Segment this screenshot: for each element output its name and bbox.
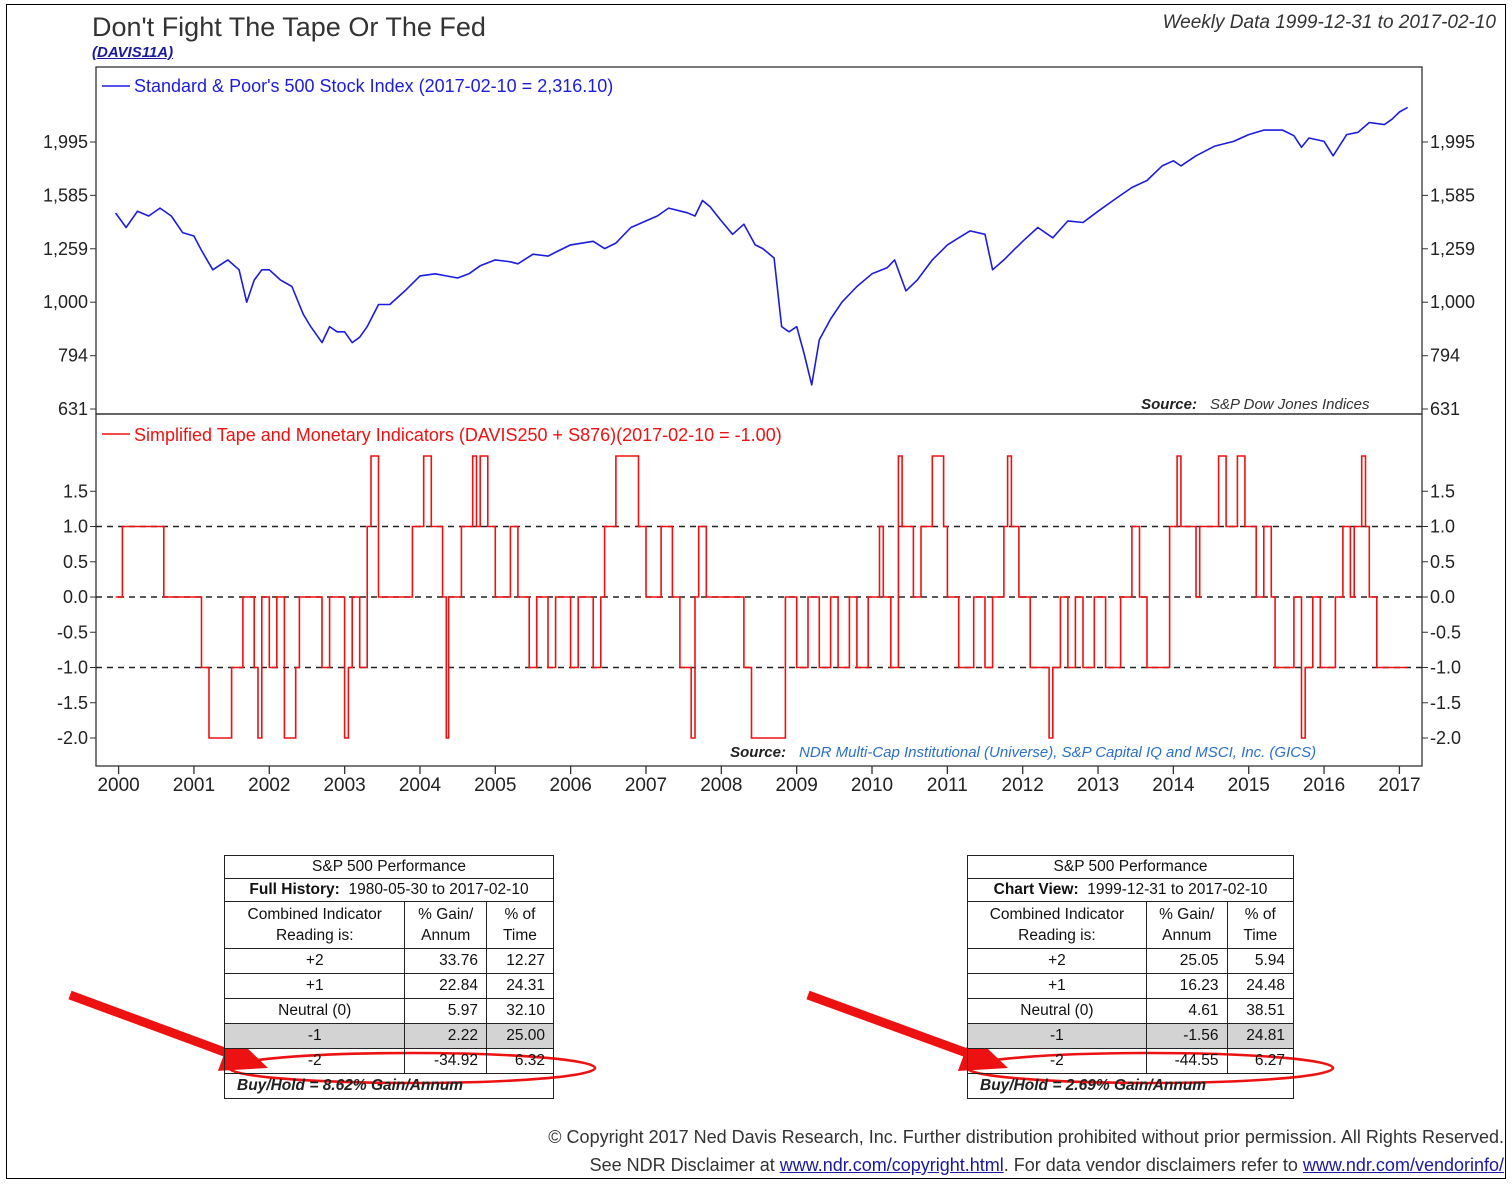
y-tick-label-left: 1.0 bbox=[63, 517, 88, 537]
y-tick-label-right: -2.0 bbox=[1430, 728, 1461, 748]
x-tick-label: 2005 bbox=[474, 775, 516, 796]
y-tick-label-left: -2.0 bbox=[57, 728, 88, 748]
column-header-reading: Combined Indicator Reading is: bbox=[223, 901, 406, 949]
table-row-highlighted: -1 -1.56 24.81 bbox=[967, 1023, 1295, 1049]
table-row: Neutral (0) 5.97 32.10 bbox=[223, 998, 555, 1024]
y-tick-label-left: -1.0 bbox=[57, 658, 88, 678]
y-tick-label-right: 1,000 bbox=[1430, 292, 1475, 312]
table-title: S&P 500 Performance bbox=[967, 855, 1294, 879]
copyright-link[interactable]: www.ndr.com/copyright.html bbox=[779, 1155, 1004, 1175]
x-tick-label: 2000 bbox=[97, 775, 139, 796]
vendor-info-link[interactable]: www.ndr.com/vendorinfo/ bbox=[1302, 1155, 1504, 1175]
x-tick-label: 2015 bbox=[1228, 775, 1270, 796]
table-row: -2 -34.92 6.32 bbox=[223, 1048, 555, 1074]
y-tick-label-left: 1,585 bbox=[43, 185, 88, 205]
disclaimer-notice: See NDR Disclaimer at www.ndr.com/copyri… bbox=[589, 1155, 1504, 1175]
x-tick-label: 2012 bbox=[1002, 775, 1044, 796]
x-tick-label: 2001 bbox=[173, 775, 215, 796]
y-tick-label-left: 1,259 bbox=[43, 239, 88, 259]
x-tick-label: 2009 bbox=[776, 775, 818, 796]
y-tick-label-right: -1.5 bbox=[1430, 693, 1461, 713]
x-tick-label: 2011 bbox=[927, 775, 968, 796]
indicator-legend-label: Simplified Tape and Monetary Indicators … bbox=[134, 425, 782, 445]
copyright-notice: © Copyright 2017 Ned Davis Research, Inc… bbox=[548, 1127, 1504, 1147]
y-tick-label-right: 794 bbox=[1430, 346, 1460, 366]
table-subtitle: Full History: 1980-05-30 to 2017-02-10 bbox=[224, 878, 554, 902]
x-tick-label: 2013 bbox=[1077, 775, 1119, 796]
table-subtitle: Chart View: 1999-12-31 to 2017-02-10 bbox=[967, 878, 1294, 902]
y-tick-label-right: 1,259 bbox=[1430, 239, 1475, 259]
y-tick-label-right: -0.5 bbox=[1430, 622, 1461, 642]
spx-source: S&P Dow Jones Indices bbox=[1210, 396, 1370, 413]
performance-table-full-history: S&P 500 Performance Full History: 1980-0… bbox=[223, 855, 555, 1099]
table-row: Neutral (0) 4.61 38.51 bbox=[967, 998, 1295, 1024]
y-tick-label-right: -1.0 bbox=[1430, 658, 1461, 678]
chart-frame bbox=[6, 4, 1506, 1179]
x-tick-label: 2004 bbox=[399, 775, 442, 796]
y-tick-label-left: 1,000 bbox=[43, 292, 88, 312]
y-tick-label-right: 631 bbox=[1430, 399, 1460, 419]
column-header-gain: % Gain/ Annum bbox=[1145, 901, 1228, 949]
table-row: +1 22.84 24.31 bbox=[223, 973, 555, 999]
y-tick-label-left: 0.0 bbox=[63, 587, 88, 607]
indicator-series-line bbox=[115, 455, 1408, 739]
table-row: -2 -44.55 6.27 bbox=[967, 1048, 1295, 1074]
y-tick-label-left: 0.5 bbox=[63, 552, 88, 572]
y-tick-label-right: 1.0 bbox=[1430, 517, 1455, 537]
spx-source-label: Source: bbox=[1141, 396, 1197, 413]
x-tick-label: 2010 bbox=[851, 775, 893, 796]
y-tick-label-left: -1.5 bbox=[57, 693, 88, 713]
x-tick-label: 2008 bbox=[700, 775, 742, 796]
x-tick-label: 2002 bbox=[248, 775, 290, 796]
indicator-source-label: Source: bbox=[730, 744, 786, 761]
y-tick-label-right: 0.5 bbox=[1430, 552, 1455, 572]
y-tick-label-left: 794 bbox=[58, 346, 88, 366]
column-header-gain: % Gain/ Annum bbox=[404, 901, 487, 949]
table-row: +2 25.05 5.94 bbox=[967, 948, 1295, 974]
x-tick-label: 2014 bbox=[1152, 775, 1195, 796]
annotation-arrow-shaft bbox=[806, 990, 971, 1058]
table-footer: Buy/Hold = 8.62% Gain/Annum bbox=[224, 1073, 554, 1099]
table-footer: Buy/Hold = 2.69% Gain/Annum bbox=[967, 1073, 1294, 1099]
page-title: Don't Fight The Tape Or The Fed bbox=[92, 12, 486, 42]
y-tick-label-right: 0.0 bbox=[1430, 587, 1455, 607]
price-panel-frame bbox=[95, 66, 1423, 415]
column-header-reading: Combined Indicator Reading is: bbox=[967, 901, 1147, 949]
y-tick-label-right: 1.5 bbox=[1430, 481, 1455, 501]
y-tick-label-right: 1,585 bbox=[1430, 185, 1475, 205]
performance-table-chart-view: S&P 500 Performance Chart View: 1999-12-… bbox=[967, 855, 1295, 1099]
spx-series-line bbox=[114, 106, 1409, 386]
table-row-highlighted: -1 2.22 25.00 bbox=[223, 1023, 555, 1049]
table-row: +1 16.23 24.48 bbox=[967, 973, 1295, 999]
table-title: S&P 500 Performance bbox=[224, 855, 554, 879]
x-tick-label: 2017 bbox=[1378, 775, 1420, 796]
x-tick-label: 2007 bbox=[625, 775, 667, 796]
y-tick-label-left: 1,995 bbox=[43, 132, 88, 152]
x-tick-label: 2016 bbox=[1303, 775, 1345, 796]
y-tick-label-left: -0.5 bbox=[57, 622, 88, 642]
indicator-panel-frame bbox=[95, 413, 1423, 767]
y-tick-label-left: 631 bbox=[58, 399, 88, 419]
spx-legend-label: Standard & Poor's 500 Stock Index (2017-… bbox=[134, 76, 613, 96]
column-header-time: % of Time bbox=[485, 901, 555, 949]
table-row: +2 33.76 12.27 bbox=[223, 948, 555, 974]
indicator-source: NDR Multi-Cap Institutional (Universe), … bbox=[799, 744, 1316, 761]
y-tick-label-left: 1.5 bbox=[63, 481, 88, 501]
annotation-arrow-shaft bbox=[68, 990, 231, 1058]
indicator-code-link[interactable]: (DAVIS11A) bbox=[92, 44, 174, 61]
x-tick-label: 2003 bbox=[323, 775, 365, 796]
x-tick-label: 2006 bbox=[550, 775, 592, 796]
y-tick-label-right: 1,995 bbox=[1430, 132, 1475, 152]
column-header-time: % of Time bbox=[1226, 901, 1295, 949]
data-frequency-label: Weekly Data 1999-12-31 to 2017-02-10 bbox=[1162, 12, 1496, 33]
